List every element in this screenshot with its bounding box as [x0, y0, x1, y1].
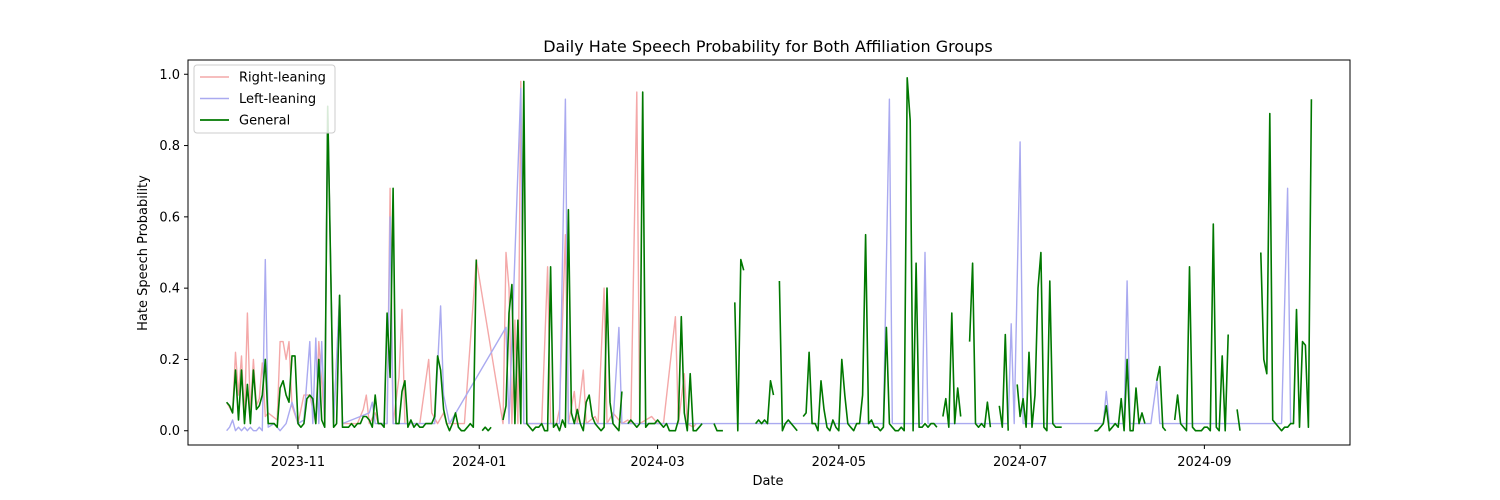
- x-axis: 2023-11 2024-01 2024-03 2024-05 2024-07 2024-…: [271, 445, 1232, 470]
- x-tick-label: 2023-11: [271, 455, 325, 470]
- series-line-segment: [778, 280, 798, 432]
- series-line-segment: [802, 77, 938, 432]
- legend-label: Left-leaning: [239, 92, 316, 107]
- x-tick-label: 2024-05: [812, 455, 866, 470]
- series-line-segment: [968, 262, 992, 428]
- series-line-segment: [225, 80, 697, 428]
- y-tick-label: 0.6: [159, 210, 180, 225]
- x-axis-label: Date: [752, 474, 783, 489]
- series-line-segment: [754, 380, 775, 425]
- legend-box: [193, 64, 336, 134]
- y-axis: 0.0 0.2 0.4 0.6 0.8 1.0: [159, 68, 188, 439]
- x-tick-label: 2024-07: [993, 455, 1047, 470]
- series-line-segment: [481, 426, 492, 432]
- series-line-segment: [627, 91, 703, 432]
- y-tick-label: 0.0: [159, 424, 180, 439]
- y-tick-label: 0.8: [159, 139, 180, 154]
- legend-label: Right-leaning: [239, 71, 326, 86]
- series-general: [225, 77, 1313, 432]
- legend-label: General: [239, 114, 290, 129]
- series-line-segment: [1094, 358, 1146, 432]
- x-tick-label: 2024-09: [1177, 455, 1231, 470]
- series-line-segment: [502, 80, 623, 432]
- series-line-segment: [942, 312, 962, 428]
- series-line-segment: [998, 333, 1009, 431]
- series-line-segment: [734, 258, 745, 432]
- series-line-segment: [1236, 409, 1241, 431]
- chart-title: Daily Hate Speech Probability for Both A…: [543, 37, 993, 56]
- series-line-segment: [1173, 223, 1229, 432]
- series-right-leaning: [225, 80, 697, 428]
- series-line-segment: [713, 423, 723, 432]
- y-axis-label: Hate Speech Probability: [136, 175, 151, 331]
- plot-area: [225, 77, 1313, 432]
- y-tick-label: 0.2: [159, 353, 180, 368]
- plot-frame: [187, 59, 1351, 446]
- series-line-segment: [225, 105, 478, 432]
- series-line-segment: [1016, 251, 1062, 432]
- series-line-segment: [1156, 365, 1167, 432]
- series-line-segment: [1260, 99, 1313, 432]
- y-tick-label: 1.0: [159, 68, 180, 83]
- legend: Right-leaning Left-leaning General: [193, 64, 336, 134]
- x-tick-label: 2024-03: [630, 455, 684, 470]
- y-tick-label: 0.4: [159, 282, 180, 297]
- x-tick-label: 2024-01: [452, 455, 506, 470]
